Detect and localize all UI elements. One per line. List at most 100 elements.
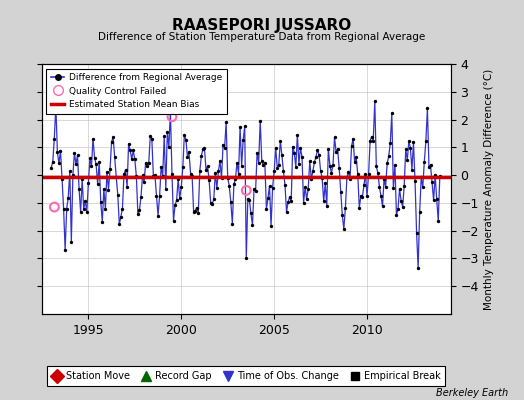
Point	[182, 136, 190, 143]
Point	[83, 209, 91, 215]
Point	[405, 138, 413, 144]
Point	[100, 186, 108, 192]
Point	[381, 184, 390, 190]
Point	[56, 148, 64, 154]
Point	[53, 149, 62, 156]
Point	[428, 179, 436, 186]
Point	[78, 176, 86, 182]
Point	[86, 155, 94, 161]
Point	[395, 186, 403, 192]
Point	[156, 193, 164, 199]
Point	[414, 265, 422, 271]
Point	[392, 212, 401, 218]
Point	[225, 182, 233, 189]
Point	[282, 209, 291, 215]
Point	[118, 206, 127, 212]
Point	[114, 192, 122, 198]
Point	[157, 164, 165, 170]
Point	[369, 138, 377, 144]
Point	[92, 161, 100, 168]
Point	[50, 204, 59, 210]
Point	[216, 158, 224, 164]
Point	[62, 206, 71, 212]
Point	[233, 160, 241, 166]
Point	[168, 114, 176, 120]
Point	[383, 160, 391, 167]
Point	[340, 226, 348, 232]
Point	[221, 144, 229, 151]
Point	[59, 206, 68, 212]
Point	[103, 169, 111, 175]
Point	[143, 162, 151, 169]
Point	[217, 175, 226, 181]
Point	[66, 168, 74, 175]
Point	[252, 188, 260, 194]
Point	[326, 162, 334, 169]
Point	[192, 204, 201, 211]
Point	[211, 170, 220, 176]
Point	[264, 195, 272, 201]
Point	[260, 160, 269, 166]
Point	[224, 175, 232, 181]
Point	[237, 163, 246, 169]
Point	[213, 184, 221, 191]
Point	[380, 176, 388, 182]
Point	[377, 192, 385, 199]
Point	[117, 214, 125, 220]
Point	[90, 155, 99, 161]
Point	[412, 229, 421, 236]
Point	[107, 138, 116, 145]
Point	[160, 133, 168, 139]
Point	[406, 145, 414, 151]
Point	[328, 170, 336, 176]
Point	[115, 221, 124, 227]
Point	[169, 218, 178, 224]
Point	[80, 206, 88, 212]
Point	[177, 184, 185, 191]
Text: RAASEPORI JUSSARO: RAASEPORI JUSSARO	[172, 18, 352, 33]
Point	[67, 238, 75, 245]
Point	[195, 167, 204, 174]
Point	[154, 212, 162, 219]
Text: Difference of Station Temperature Data from Regional Average: Difference of Station Temperature Data f…	[99, 32, 425, 42]
Point	[75, 186, 83, 192]
Point	[200, 145, 209, 151]
Point	[287, 198, 296, 204]
Point	[375, 184, 384, 190]
Point	[231, 176, 239, 182]
Point	[262, 206, 270, 212]
Text: Berkeley Earth: Berkeley Earth	[436, 388, 508, 398]
Point	[176, 195, 184, 202]
Point	[363, 193, 371, 199]
Y-axis label: Monthly Temperature Anomaly Difference (°C): Monthly Temperature Anomaly Difference (…	[484, 68, 494, 310]
Point	[344, 169, 353, 175]
Point	[58, 176, 66, 182]
Point	[98, 219, 106, 225]
Point	[203, 163, 212, 170]
Point	[130, 156, 139, 162]
Point	[141, 160, 150, 166]
Point	[206, 200, 215, 206]
Point	[259, 162, 267, 168]
Point	[313, 147, 322, 153]
Point	[73, 152, 82, 158]
Point	[234, 170, 243, 177]
Point	[316, 168, 325, 174]
Point	[202, 167, 210, 174]
Point	[366, 138, 374, 144]
Point	[137, 193, 145, 200]
Point	[309, 168, 317, 174]
Point	[135, 207, 144, 214]
Point	[214, 168, 223, 174]
Point	[190, 209, 198, 216]
Point	[188, 172, 196, 179]
Point	[400, 183, 408, 189]
Point	[389, 185, 398, 192]
Point	[349, 136, 357, 142]
Point	[47, 164, 56, 171]
Point	[104, 186, 113, 193]
Point	[158, 172, 167, 179]
Point	[352, 154, 361, 161]
Point	[140, 179, 148, 186]
Point	[185, 149, 193, 155]
